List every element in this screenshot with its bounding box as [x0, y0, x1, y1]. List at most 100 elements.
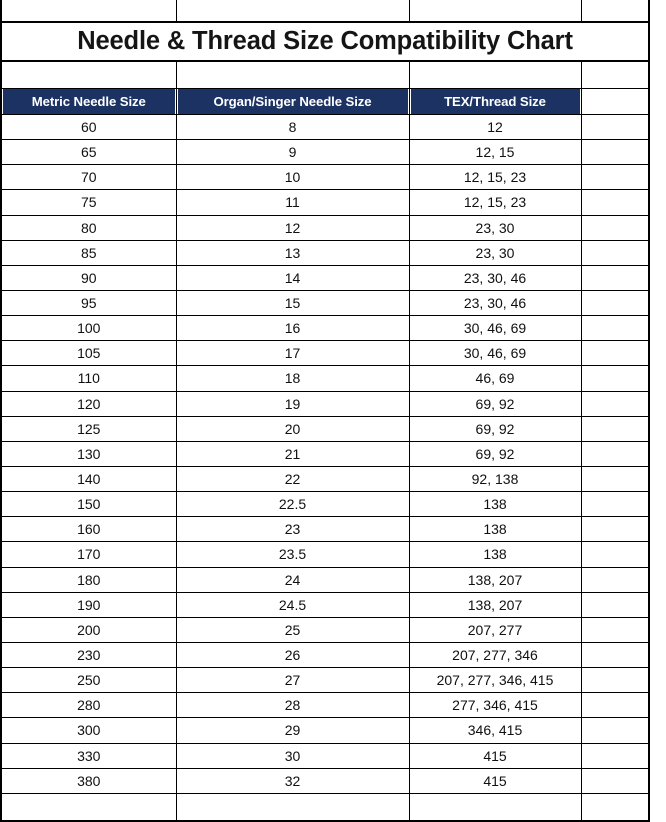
cell-spare	[580, 667, 650, 694]
cell-metric-needle-size: 190	[0, 591, 177, 618]
cell-metric-needle-size: 150	[0, 491, 177, 518]
table-row: 120 19 69, 92	[0, 390, 650, 417]
cell-metric-needle-size: 70	[0, 164, 177, 191]
cell-tex-thread-size: 138	[408, 516, 582, 543]
cell-metric-needle-size: 80	[0, 214, 177, 241]
cell-spare	[580, 742, 650, 769]
cell-organ-singer-needle-size: 27	[175, 667, 410, 694]
cell-organ-singer-needle-size: 26	[175, 641, 410, 669]
cell-spare	[580, 566, 650, 593]
page-title: Needle & Thread Size Compatibility Chart	[0, 21, 650, 62]
cell-metric-needle-size: 60	[0, 113, 177, 141]
cell-tex-thread-size: 277, 346, 415	[408, 692, 582, 719]
table-header-row: Metric Needle Size Organ/Singer Needle S…	[0, 88, 650, 115]
cell-organ-singer-needle-size: 14	[175, 264, 410, 291]
blank-cell	[580, 60, 650, 89]
blank-cell	[0, 792, 177, 822]
cell-tex-thread-size: 207, 277, 346	[408, 641, 582, 669]
table-row: 250 27 207, 277, 346, 415	[0, 667, 650, 694]
spreadsheet-canvas: Needle & Thread Size Compatibility Chart…	[0, 0, 650, 822]
cell-tex-thread-size: 415	[408, 767, 582, 794]
cell-organ-singer-needle-size: 19	[175, 390, 410, 417]
cell-spare	[580, 365, 650, 392]
cell-organ-singer-needle-size: 17	[175, 340, 410, 367]
cell-organ-singer-needle-size: 28	[175, 692, 410, 719]
cell-spare	[580, 113, 650, 141]
cell-metric-needle-size: 110	[0, 365, 177, 392]
cell-tex-thread-size: 46, 69	[408, 365, 582, 392]
cell-metric-needle-size: 300	[0, 717, 177, 744]
table-row: 100 16 30, 46, 69	[0, 315, 650, 342]
cell-metric-needle-size: 330	[0, 742, 177, 769]
cell-spare	[580, 717, 650, 744]
cell-metric-needle-size: 75	[0, 189, 177, 216]
cell-organ-singer-needle-size: 22	[175, 465, 410, 493]
blank-cell	[408, 792, 582, 822]
table-row: 380 32 415	[0, 767, 650, 794]
cell-organ-singer-needle-size: 22.5	[175, 491, 410, 518]
cell-spare	[580, 767, 650, 794]
cell-tex-thread-size: 23, 30	[408, 239, 582, 266]
table-row: 230 26 207, 277, 346	[0, 641, 650, 669]
table-row: 150 22.5 138	[0, 491, 650, 518]
blank-cell	[580, 0, 650, 23]
blank-row-top	[0, 0, 650, 23]
cell-spare	[580, 340, 650, 367]
cell-organ-singer-needle-size: 18	[175, 365, 410, 392]
blank-cell	[408, 0, 582, 23]
cell-organ-singer-needle-size: 23.5	[175, 541, 410, 568]
table-row: 140 22 92, 138	[0, 465, 650, 493]
cell-tex-thread-size: 12	[408, 113, 582, 141]
blank-cell	[175, 792, 410, 822]
cell-organ-singer-needle-size: 25	[175, 616, 410, 643]
cell-tex-thread-size: 346, 415	[408, 717, 582, 744]
blank-row-bottom	[0, 792, 650, 822]
cell-tex-thread-size: 23, 30, 46	[408, 289, 582, 317]
column-header-spare	[580, 88, 650, 115]
cell-tex-thread-size: 23, 30	[408, 214, 582, 241]
blank-cell	[0, 0, 177, 23]
column-header-metric-needle-size: Metric Needle Size	[0, 88, 177, 115]
cell-organ-singer-needle-size: 15	[175, 289, 410, 317]
cell-spare	[580, 692, 650, 719]
table-row: 330 30 415	[0, 742, 650, 769]
table-row: 180 24 138, 207	[0, 566, 650, 593]
cell-metric-needle-size: 100	[0, 315, 177, 342]
cell-spare	[580, 390, 650, 417]
cell-metric-needle-size: 180	[0, 566, 177, 593]
cell-organ-singer-needle-size: 8	[175, 113, 410, 141]
cell-metric-needle-size: 65	[0, 139, 177, 166]
blank-cell	[0, 60, 177, 89]
cell-tex-thread-size: 69, 92	[408, 440, 582, 467]
cell-metric-needle-size: 170	[0, 541, 177, 568]
cell-spare	[580, 239, 650, 266]
table-row: 110 18 46, 69	[0, 365, 650, 392]
cell-organ-singer-needle-size: 29	[175, 717, 410, 744]
cell-organ-singer-needle-size: 32	[175, 767, 410, 794]
column-header-tex-thread-size: TEX/Thread Size	[408, 88, 582, 115]
cell-tex-thread-size: 92, 138	[408, 465, 582, 493]
blank-cell	[175, 60, 410, 89]
blank-row-spacer	[0, 60, 650, 89]
cell-tex-thread-size: 30, 46, 69	[408, 340, 582, 367]
table-row: 85 13 23, 30	[0, 239, 650, 266]
cell-tex-thread-size: 138	[408, 491, 582, 518]
table-row: 75 11 12, 15, 23	[0, 189, 650, 216]
cell-organ-singer-needle-size: 21	[175, 440, 410, 467]
cell-tex-thread-size: 12, 15	[408, 139, 582, 166]
cell-metric-needle-size: 95	[0, 289, 177, 317]
table-row: 280 28 277, 346, 415	[0, 692, 650, 719]
table-body: Needle & Thread Size Compatibility Chart…	[0, 0, 650, 822]
cell-spare	[580, 289, 650, 317]
table-row: 190 24.5 138, 207	[0, 591, 650, 618]
cell-organ-singer-needle-size: 16	[175, 315, 410, 342]
cell-organ-singer-needle-size: 23	[175, 516, 410, 543]
cell-metric-needle-size: 160	[0, 516, 177, 543]
title-row: Needle & Thread Size Compatibility Chart	[0, 21, 650, 62]
cell-metric-needle-size: 105	[0, 340, 177, 367]
table-row: 130 21 69, 92	[0, 440, 650, 467]
cell-spare	[580, 491, 650, 518]
cell-tex-thread-size: 415	[408, 742, 582, 769]
cell-tex-thread-size: 23, 30, 46	[408, 264, 582, 291]
cell-metric-needle-size: 250	[0, 667, 177, 694]
